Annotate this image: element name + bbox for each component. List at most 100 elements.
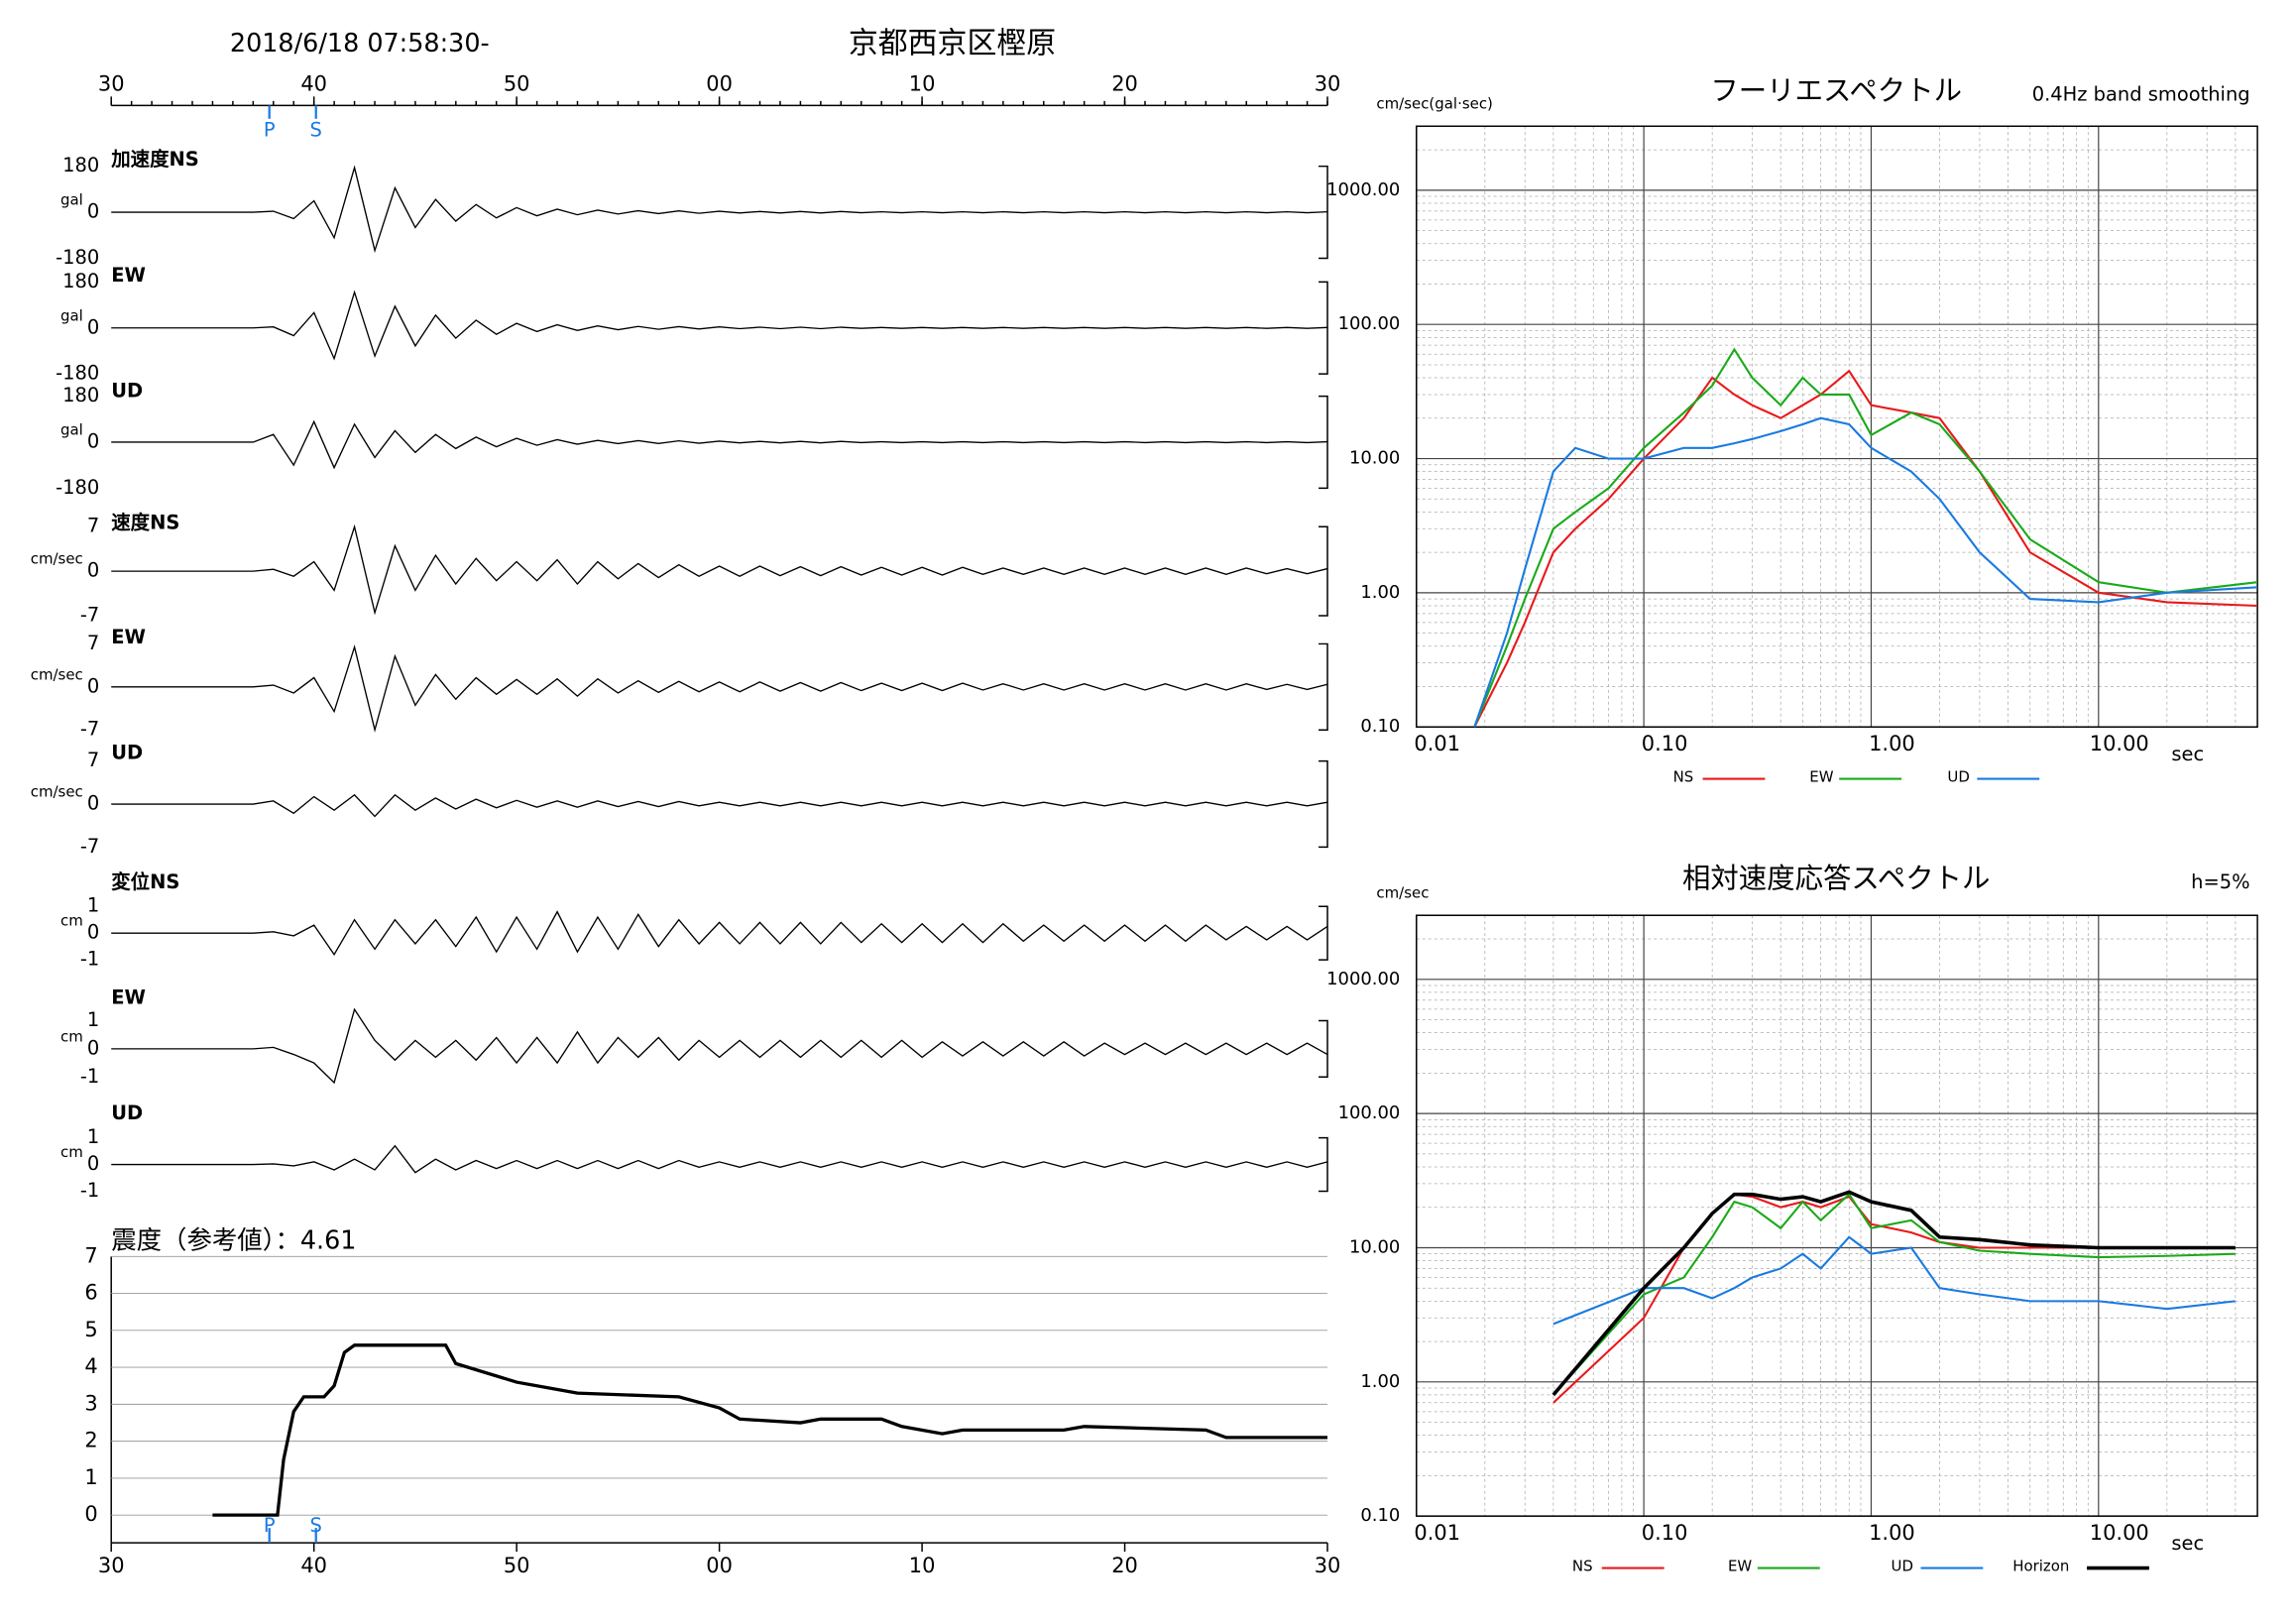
y-tick-label: 2 bbox=[84, 1429, 97, 1452]
legend-label: NS bbox=[1572, 1558, 1593, 1575]
y-tick-label: 1 bbox=[87, 894, 99, 917]
x-tick-label: 0.01 bbox=[1414, 1521, 1460, 1545]
trace-label: EW bbox=[111, 626, 146, 648]
y-axis-label: cm/sec(gal·sec) bbox=[1376, 94, 1492, 112]
waveform-trace bbox=[111, 523, 1328, 616]
spectrum-line bbox=[1473, 416, 2258, 728]
y-tick-label: 0 bbox=[87, 559, 99, 582]
y-tick-label: 6 bbox=[84, 1281, 97, 1305]
spectrum-line bbox=[1473, 369, 2258, 728]
waveform-trace bbox=[111, 165, 1328, 254]
y-tick-label: -7 bbox=[80, 604, 99, 627]
x-tick-label: 10.00 bbox=[2090, 732, 2149, 755]
y-tick-label: -7 bbox=[80, 718, 99, 741]
plot-frame bbox=[1416, 125, 2258, 728]
y-tick-label: 3 bbox=[84, 1391, 97, 1415]
chart-title: 相対速度応答スペクトル bbox=[1682, 862, 1990, 894]
trace-bracket bbox=[1319, 759, 1328, 849]
y-tick-label: 10.00 bbox=[1349, 448, 1400, 469]
plot-frame bbox=[1416, 914, 2258, 1517]
y-tick-label: 0 bbox=[87, 315, 99, 338]
x-tick-label: 40 bbox=[300, 71, 327, 95]
y-tick-label: 1000.00 bbox=[1326, 179, 1400, 200]
y-tick-label: -180 bbox=[56, 362, 99, 385]
y-tick-label: -180 bbox=[56, 476, 99, 499]
trace-label: UD bbox=[111, 742, 143, 764]
spectrum-line bbox=[1473, 347, 2258, 728]
trace-bracket bbox=[1319, 1136, 1328, 1193]
y-tick-label: 0 bbox=[87, 921, 99, 944]
y-tick-label: 10.00 bbox=[1349, 1236, 1400, 1257]
spectrum-line bbox=[1552, 1235, 2236, 1326]
phase-label: S bbox=[310, 118, 322, 141]
phase-label: P bbox=[264, 1514, 276, 1537]
x-tick-label: 10 bbox=[909, 71, 936, 95]
x-tick-label: 30 bbox=[1315, 71, 1341, 95]
y-tick-label: 0 bbox=[87, 792, 99, 815]
y-tick-label: -7 bbox=[80, 835, 99, 858]
trace-bracket bbox=[1319, 905, 1328, 961]
station: 京都西京区樫原 bbox=[849, 27, 1056, 61]
x-axis-label: sec bbox=[2171, 743, 2204, 765]
trace-unit: gal bbox=[60, 420, 83, 438]
trace-unit: cm/sec bbox=[31, 783, 83, 801]
legend-label: UD bbox=[1892, 1558, 1913, 1575]
x-tick-label: 30 bbox=[98, 1554, 125, 1577]
y-tick-label: 0 bbox=[84, 1502, 97, 1526]
y-tick-label: 0 bbox=[87, 674, 99, 697]
y-tick-label: -1 bbox=[80, 1065, 99, 1088]
chart-subtitle: 0.4Hz band smoothing bbox=[2032, 82, 2250, 105]
y-tick-label: -180 bbox=[56, 246, 99, 269]
y-tick-label: 1000.00 bbox=[1326, 969, 1400, 989]
x-tick-label: 40 bbox=[300, 1554, 327, 1577]
x-tick-label: 20 bbox=[1111, 71, 1138, 95]
x-tick-label: 10.00 bbox=[2090, 1521, 2149, 1545]
datetime: 2018/6/18 07:58:30- bbox=[230, 28, 490, 58]
x-tick-label: 30 bbox=[1315, 1554, 1341, 1577]
x-tick-label: 1.00 bbox=[1869, 732, 1915, 755]
spectrum-line bbox=[1552, 1193, 2236, 1396]
waveform-trace bbox=[111, 644, 1328, 733]
y-tick-label: 1 bbox=[87, 1125, 99, 1148]
legend-label: EW bbox=[1728, 1558, 1752, 1575]
y-tick-label: -1 bbox=[80, 1179, 99, 1202]
trace-unit: cm/sec bbox=[31, 550, 83, 568]
chart-subtitle: h=5% bbox=[2191, 870, 2249, 893]
legend-label: UD bbox=[1947, 768, 1969, 786]
trace-unit: cm bbox=[60, 1143, 83, 1161]
y-tick-label: 0 bbox=[87, 200, 99, 223]
x-tick-label: 30 bbox=[98, 71, 125, 95]
y-tick-label: 1.00 bbox=[1360, 1371, 1400, 1392]
chart-title: フーリエスペクトル bbox=[1710, 74, 1962, 107]
trace-unit: gal bbox=[60, 191, 83, 209]
waveform-trace bbox=[111, 1007, 1328, 1085]
x-tick-label: 50 bbox=[504, 1554, 530, 1577]
trace-bracket bbox=[1319, 525, 1328, 617]
trace-label: EW bbox=[111, 264, 146, 287]
y-tick-label: 5 bbox=[84, 1318, 97, 1341]
x-tick-label: 00 bbox=[706, 1554, 733, 1577]
legend-label: EW bbox=[1809, 768, 1833, 786]
waveform-trace bbox=[111, 290, 1328, 361]
phase-label: P bbox=[264, 118, 276, 141]
y-tick-label: 180 bbox=[62, 384, 99, 406]
phase-label: S bbox=[310, 1514, 322, 1537]
y-tick-label: 0 bbox=[87, 1036, 99, 1059]
chart-title: 震度（参考値）：4.61 bbox=[111, 1224, 356, 1254]
y-tick-label: -1 bbox=[80, 948, 99, 971]
trace-unit: cm bbox=[60, 1027, 83, 1045]
x-tick-label: 10 bbox=[909, 1554, 936, 1577]
y-tick-label: 4 bbox=[84, 1354, 97, 1378]
y-tick-label: 180 bbox=[62, 154, 99, 176]
trace-unit: cm bbox=[60, 912, 83, 930]
intensity-line bbox=[212, 1343, 1328, 1517]
waveform-trace bbox=[111, 793, 1328, 818]
x-tick-label: 20 bbox=[1111, 1554, 1138, 1577]
y-tick-label: 0.10 bbox=[1360, 1505, 1400, 1526]
waveform-trace bbox=[111, 419, 1328, 470]
trace-label: UD bbox=[111, 1101, 143, 1124]
trace-label: EW bbox=[111, 986, 146, 1009]
x-tick-label: 50 bbox=[504, 71, 530, 95]
